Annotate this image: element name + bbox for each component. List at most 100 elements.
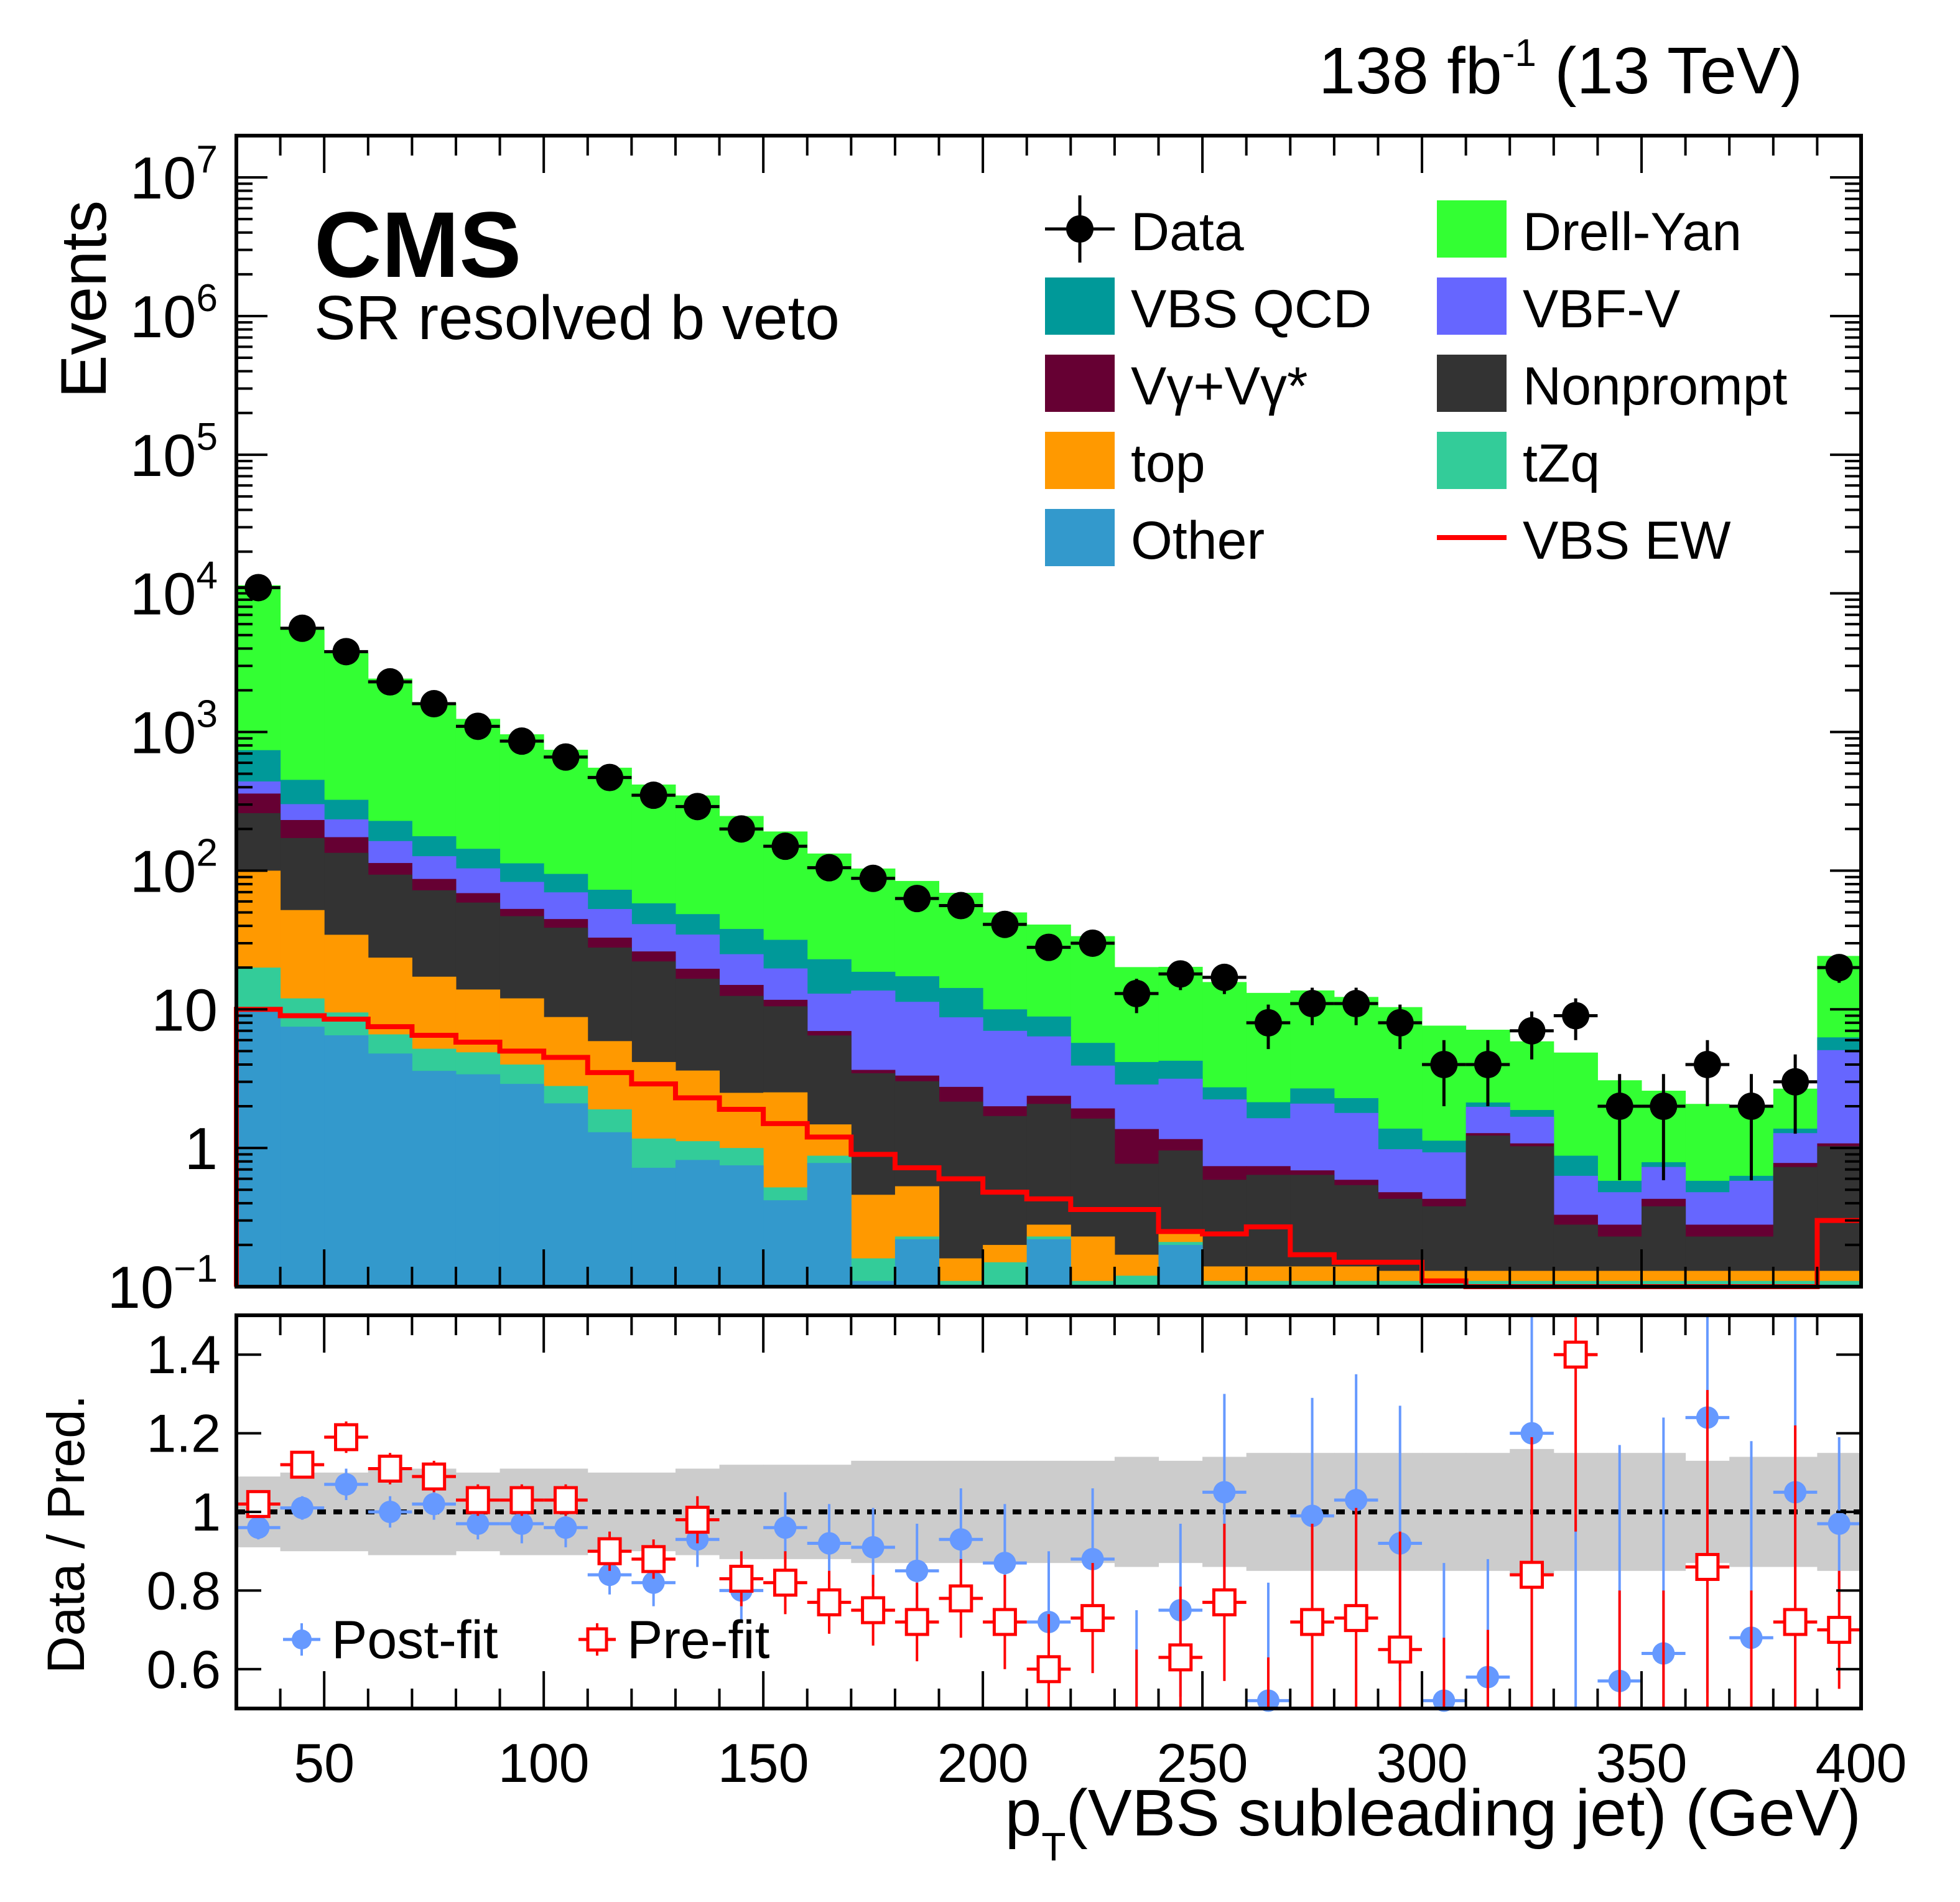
y-tick-label: 1.4	[146, 1325, 221, 1385]
legend-swatch	[1437, 355, 1507, 412]
ratio-point-pre-fit	[1212, 1588, 1237, 1616]
legend-label: Other	[1131, 511, 1265, 571]
data-point	[727, 815, 755, 843]
data-point	[1825, 954, 1853, 982]
data-point	[771, 832, 799, 860]
ratio-point-pre-fit	[641, 1545, 666, 1573]
legend-swatch	[1045, 432, 1115, 489]
ratio-point-post-fit	[642, 1571, 665, 1594]
bar-nonprompt	[1510, 1146, 1554, 1287]
ratio-point-pre-fit	[992, 1608, 1017, 1636]
ratio-point-pre-fit	[817, 1588, 842, 1616]
ratio-point-post-fit	[1520, 1422, 1543, 1445]
y-tick-label: 1	[185, 1116, 218, 1182]
ratio-point-post-fit	[1301, 1504, 1324, 1527]
data-point	[947, 892, 975, 920]
data-point	[552, 743, 580, 771]
x-tick-label: 250	[1157, 1732, 1248, 1794]
bar-tzq	[1334, 1280, 1378, 1287]
ratio-point-post-fit	[247, 1516, 270, 1539]
y-tick-label: 0.8	[146, 1561, 221, 1621]
bar-other	[763, 1200, 808, 1287]
bar-tzq	[1422, 1280, 1467, 1287]
x-tick-label: 100	[498, 1732, 590, 1794]
ratio-point-pre-fit	[1388, 1635, 1413, 1664]
legend-marker	[1066, 215, 1094, 243]
legend-item-other: Other	[1045, 509, 1265, 571]
uncertainty-band-bin	[1246, 1453, 1291, 1571]
main-plot: 10−1 1 10 102 103 104 105 106 107 CMS SR resolve…	[48, 134, 1863, 1321]
bar-other	[675, 1160, 720, 1287]
x-tick-label: 300	[1377, 1732, 1468, 1794]
data-point	[464, 712, 492, 740]
y-tick-label: 1.2	[146, 1404, 221, 1464]
ratio-point-pre-fit	[1827, 1616, 1852, 1644]
x-tick-label: 400	[1816, 1732, 1907, 1794]
ratio-point-pre-fit	[1344, 1604, 1368, 1633]
legend-label: Pre-fit	[627, 1610, 769, 1670]
ratio-point-post-fit	[335, 1473, 358, 1496]
ratio-legend: Post-fit Pre-fit	[283, 1610, 769, 1670]
data-point	[684, 793, 712, 821]
legend-item-drell-yan: Drell-Yan	[1437, 200, 1742, 262]
legend-item-tzq: tZq	[1437, 432, 1600, 493]
data-point	[1737, 1093, 1765, 1121]
legend-label: top	[1131, 434, 1205, 493]
ratio-point-pre-fit	[729, 1564, 754, 1593]
legend-label: Vγ+Vγ*	[1131, 357, 1307, 416]
x-tick-label: 200	[937, 1732, 1029, 1794]
bar-other	[412, 1071, 457, 1287]
legend-swatch	[1045, 277, 1115, 335]
ratio-point-pre-fit	[685, 1506, 710, 1534]
ratio-point-pre-fit	[597, 1537, 622, 1565]
ratio-point-pre-fit	[333, 1423, 358, 1452]
legend-item-data: Data	[1045, 195, 1244, 263]
data-point	[596, 763, 624, 791]
data-point	[1650, 1093, 1678, 1121]
bar-other	[631, 1167, 676, 1287]
data-point	[1781, 1068, 1809, 1096]
ratio-point-post-fit	[949, 1528, 972, 1551]
ratio-legend-item-pre-fit: Pre-fit	[578, 1610, 769, 1670]
bar-tzq	[1071, 1280, 1115, 1287]
ratio-point-pre-fit	[1563, 1340, 1588, 1369]
bar-tzq	[1465, 1280, 1510, 1287]
ratio-point-post-fit	[598, 1564, 621, 1587]
y-tick-label: 106	[130, 277, 218, 350]
data-point	[1166, 960, 1194, 988]
ratio-point-pre-fit	[1695, 1552, 1720, 1581]
ratio-point-pre-fit	[949, 1584, 973, 1613]
ratio-point-pre-fit	[1080, 1604, 1105, 1633]
ratio-point-pre-fit	[1036, 1655, 1061, 1684]
data-point	[1342, 990, 1370, 1018]
data-point	[1518, 1017, 1546, 1045]
data-points	[236, 574, 1861, 1180]
bar-tzq	[1114, 1275, 1159, 1287]
ratio-point-pre-fit	[378, 1454, 402, 1483]
ratio-plot: 50 100 150 200 250 300 350 400 0.6 0.8 1 1.2 1.4 Dat…	[37, 1313, 1907, 1869]
bar-nonprompt	[939, 1101, 983, 1287]
bar-tzq	[1642, 1280, 1686, 1287]
ratio-point-post-fit	[906, 1559, 929, 1582]
ratio-point-post-fit	[1213, 1481, 1236, 1504]
ratio-legend-item-post-fit: Post-fit	[283, 1610, 498, 1670]
bar-nonprompt	[1817, 1146, 1862, 1287]
bar-tzq	[1817, 1280, 1862, 1287]
data-point	[508, 727, 536, 755]
legend-item-nonprompt: Nonprompt	[1437, 355, 1788, 416]
ratio-point-pre-fit	[1168, 1643, 1193, 1672]
y-tick-label: 10−1	[108, 1247, 218, 1321]
bar-other	[455, 1074, 501, 1287]
ratio-point-pre-fit	[904, 1608, 929, 1636]
ratio-axes: 50 100 150 200 250 300 350 400 0.6 0.8 1 1.2 1.4	[146, 1313, 1907, 1794]
ratio-point-pre-fit	[773, 1569, 797, 1597]
legend-label: VBF-V	[1523, 279, 1680, 339]
bar-tzq	[1290, 1280, 1335, 1287]
data-point	[1079, 929, 1107, 957]
data-point	[1210, 963, 1238, 991]
bar-other	[587, 1132, 632, 1287]
ratio-point-pre-fit	[1783, 1608, 1808, 1636]
data-point	[859, 864, 887, 892]
main-frame	[235, 134, 1863, 1289]
